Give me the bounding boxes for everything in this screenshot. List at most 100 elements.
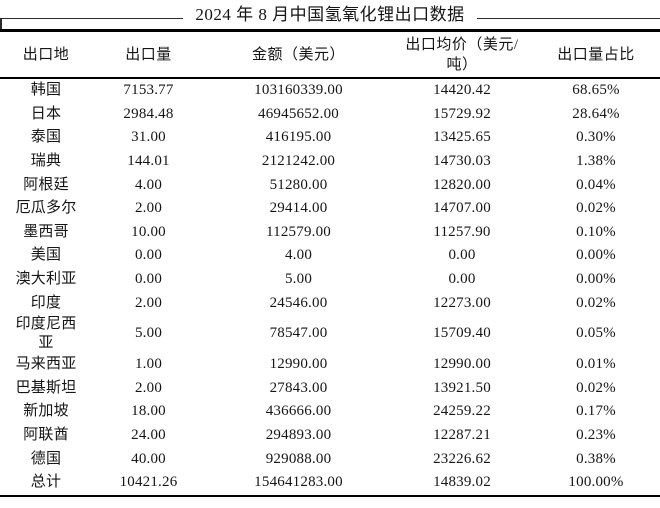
column-header-label: 出口量 — [125, 46, 172, 63]
cell-volume-share: 0.00% — [532, 268, 660, 292]
cell-value: 阿联酋 — [23, 427, 69, 444]
column-header-destination: 出口地 — [0, 30, 92, 79]
cell-value: 78547.00 — [269, 325, 328, 342]
cell-amount-usd: 436666.00 — [205, 400, 392, 424]
cell-value: 154641283.00 — [254, 474, 343, 491]
cell-avg-price-usd-per-ton: 13921.50 — [392, 377, 532, 401]
cell-avg-price-usd-per-ton: 13425.65 — [392, 126, 532, 150]
cell-volume-share: 0.04% — [532, 173, 660, 197]
table-row: 日本 2984.48 46945652.00 15729.92 28.64% — [0, 103, 660, 127]
cell-value: 总计 — [30, 474, 62, 491]
cell-avg-price-usd-per-ton: 11257.90 — [392, 221, 532, 245]
column-header-label: 金额（美元） — [251, 46, 345, 63]
cell-value: 5.00 — [134, 325, 163, 342]
cell-value: 2.00 — [134, 200, 163, 217]
row-label-destination: 瑞典 — [0, 150, 92, 174]
cell-volume-share: 0.38% — [532, 447, 660, 471]
cell-volume-share: 0.02% — [532, 197, 660, 221]
table-row: 新加坡 18.00 436666.00 24259.22 0.17% — [0, 400, 660, 424]
cell-amount-usd: 24546.00 — [205, 291, 392, 315]
cell-value: 51280.00 — [269, 176, 328, 193]
cell-volume-share: 0.01% — [532, 353, 660, 377]
cell-avg-price-usd-per-ton: 14707.00 — [392, 197, 532, 221]
cell-value: 294893.00 — [265, 427, 332, 444]
cell-volume-share: 0.05% — [532, 315, 660, 353]
cell-value: 瑞典 — [30, 153, 62, 170]
cell-value: 印度 — [30, 294, 62, 311]
cell-avg-price-usd-per-ton: 14420.42 — [392, 78, 532, 103]
cell-value: 0.04% — [576, 176, 616, 193]
cell-value: 436666.00 — [265, 403, 332, 420]
cell-export-volume: 0.00 — [92, 244, 205, 268]
cell-value: 24259.22 — [433, 403, 491, 420]
cell-value: 12273.00 — [433, 294, 491, 311]
cell-value: 4.00 — [284, 247, 313, 264]
cell-value: 德国 — [30, 450, 62, 467]
header-row: 出口地 出口量 金额（美元） 出口均价（美元/吨） 出口量占比 — [0, 30, 660, 79]
cell-value: 0.00 — [134, 271, 163, 288]
cell-value: 0.00% — [576, 271, 616, 288]
cell-volume-share: 68.65% — [532, 78, 660, 103]
cell-value: 日本 — [30, 105, 62, 122]
cell-value: 美国 — [30, 247, 62, 264]
cell-value: 40.00 — [131, 450, 166, 467]
row-label-destination: 厄瓜多尔 — [0, 197, 92, 221]
cell-value: 7153.77 — [123, 82, 174, 99]
cell-value: 24.00 — [131, 427, 166, 444]
cell-amount-usd: 929088.00 — [205, 447, 392, 471]
column-header-avg-price-usd-per-ton: 出口均价（美元/吨） — [392, 30, 532, 79]
row-label-destination: 印度 — [0, 291, 92, 315]
column-header-label: 出口量占比 — [557, 46, 635, 63]
row-label-destination: 泰国 — [0, 126, 92, 150]
cell-value: 13921.50 — [433, 379, 491, 396]
table-row: 瑞典 144.01 2121242.00 14730.03 1.38% — [0, 150, 660, 174]
cell-export-volume: 4.00 — [92, 173, 205, 197]
cell-value: 24546.00 — [269, 294, 328, 311]
cell-value: 0.02% — [576, 294, 616, 311]
table-row: 澳大利亚 0.00 5.00 0.00 0.00% — [0, 268, 660, 292]
cell-volume-share: 0.02% — [532, 377, 660, 401]
cell-value: 46945652.00 — [258, 105, 339, 122]
cell-value: 14420.42 — [433, 82, 491, 99]
cell-export-volume: 2.00 — [92, 291, 205, 315]
table-row: 墨西哥 10.00 112579.00 11257.90 0.10% — [0, 221, 660, 245]
cell-amount-usd: 154641283.00 — [205, 471, 392, 496]
table-row: 总计 10421.26 154641283.00 14839.02 100.00% — [0, 471, 660, 496]
cell-export-volume: 18.00 — [92, 400, 205, 424]
cell-value: 15709.40 — [433, 325, 491, 342]
cell-amount-usd: 2121242.00 — [205, 150, 392, 174]
cell-export-volume: 10421.26 — [92, 471, 205, 496]
row-label-destination: 马来西亚 — [0, 353, 92, 377]
cell-avg-price-usd-per-ton: 12287.21 — [392, 424, 532, 448]
cell-export-volume: 7153.77 — [92, 78, 205, 103]
column-header-amount-usd: 金额（美元） — [205, 30, 392, 79]
cell-export-volume: 40.00 — [92, 447, 205, 471]
cell-export-volume: 5.00 — [92, 315, 205, 353]
cell-export-volume: 2984.48 — [92, 103, 205, 127]
cell-value: 0.00 — [448, 247, 476, 264]
row-label-destination: 澳大利亚 — [0, 268, 92, 292]
cell-amount-usd: 27843.00 — [205, 377, 392, 401]
cell-avg-price-usd-per-ton: 23226.62 — [392, 447, 532, 471]
cell-value: 416195.00 — [265, 129, 332, 146]
cell-volume-share: 100.00% — [532, 471, 660, 496]
cell-value: 14730.03 — [433, 153, 491, 170]
cell-avg-price-usd-per-ton: 12990.00 — [392, 353, 532, 377]
cell-value: 31.00 — [131, 129, 166, 146]
cell-avg-price-usd-per-ton: 14839.02 — [392, 471, 532, 496]
cell-value: 12287.21 — [433, 427, 491, 444]
cell-value: 11257.90 — [433, 223, 491, 240]
cell-value: 5.00 — [284, 271, 313, 288]
cell-value: 0.00 — [448, 271, 476, 288]
row-label-destination: 阿根廷 — [0, 173, 92, 197]
cell-value: 14839.02 — [433, 474, 491, 491]
cell-volume-share: 0.30% — [532, 126, 660, 150]
cell-avg-price-usd-per-ton: 12273.00 — [392, 291, 532, 315]
cell-value: 0.10% — [576, 223, 616, 240]
cell-volume-share: 1.38% — [532, 150, 660, 174]
cell-export-volume: 2.00 — [92, 197, 205, 221]
cell-value: 14707.00 — [433, 200, 491, 217]
cell-avg-price-usd-per-ton: 0.00 — [392, 268, 532, 292]
cell-export-volume: 1.00 — [92, 353, 205, 377]
